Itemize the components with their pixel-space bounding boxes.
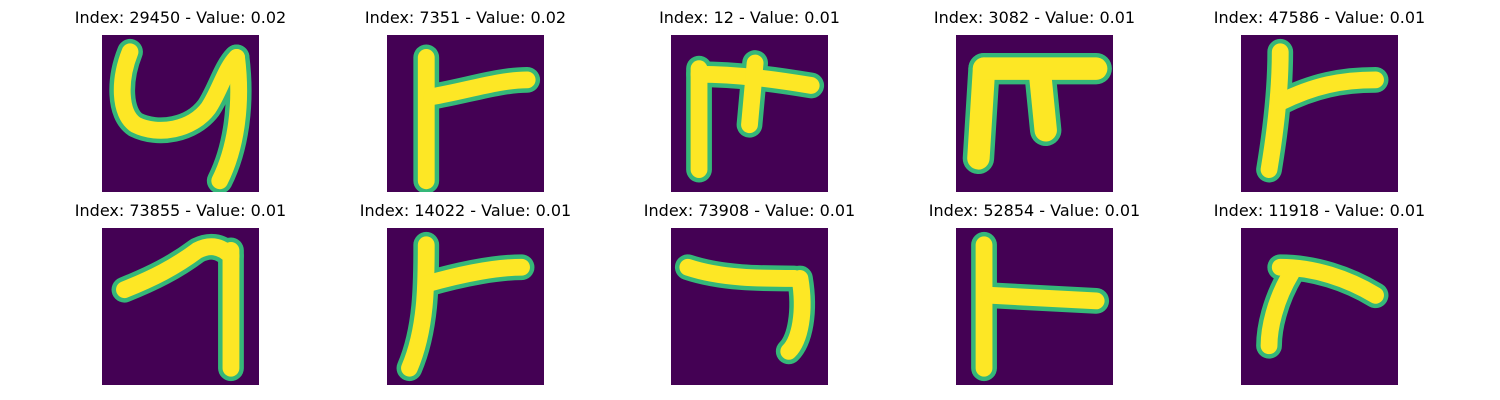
digit-image [387, 35, 544, 192]
panel-title: Index: 11918 - Value: 0.01 [1213, 201, 1426, 220]
image-panel: Index: 29450 - Value: 0.02 [38, 8, 323, 193]
digit-image [387, 228, 544, 385]
digit-image [1241, 228, 1398, 385]
digit-image [671, 228, 828, 385]
image-panel: Index: 14022 - Value: 0.01 [323, 201, 608, 386]
image-panel: Index: 7351 - Value: 0.02 [323, 8, 608, 193]
image-panel: Index: 12 - Value: 0.01 [607, 8, 892, 193]
panel-title: Index: 73855 - Value: 0.01 [74, 201, 287, 220]
panel-title: Index: 29450 - Value: 0.02 [74, 8, 287, 27]
image-panel: Index: 73908 - Value: 0.01 [607, 201, 892, 386]
image-panel: Index: 3082 - Value: 0.01 [892, 8, 1177, 193]
digit-image [956, 35, 1113, 192]
image-panel: Index: 73855 - Value: 0.01 [38, 201, 323, 386]
panel-title: Index: 14022 - Value: 0.01 [359, 201, 572, 220]
digit-image [102, 228, 259, 385]
image-panel: Index: 11918 - Value: 0.01 [1177, 201, 1462, 386]
digit-image [102, 35, 259, 192]
digit-image [671, 35, 828, 192]
digit-image [956, 228, 1113, 385]
panel-title: Index: 47586 - Value: 0.01 [1213, 8, 1426, 27]
panel-title: Index: 3082 - Value: 0.01 [933, 8, 1136, 27]
image-panel: Index: 52854 - Value: 0.01 [892, 201, 1177, 386]
panel-title: Index: 12 - Value: 0.01 [659, 8, 840, 27]
panel-title: Index: 52854 - Value: 0.01 [928, 201, 1141, 220]
panel-title: Index: 73908 - Value: 0.01 [643, 201, 856, 220]
digit-image [1241, 35, 1398, 192]
panel-title: Index: 7351 - Value: 0.02 [364, 8, 567, 27]
image-panel: Index: 47586 - Value: 0.01 [1177, 8, 1462, 193]
